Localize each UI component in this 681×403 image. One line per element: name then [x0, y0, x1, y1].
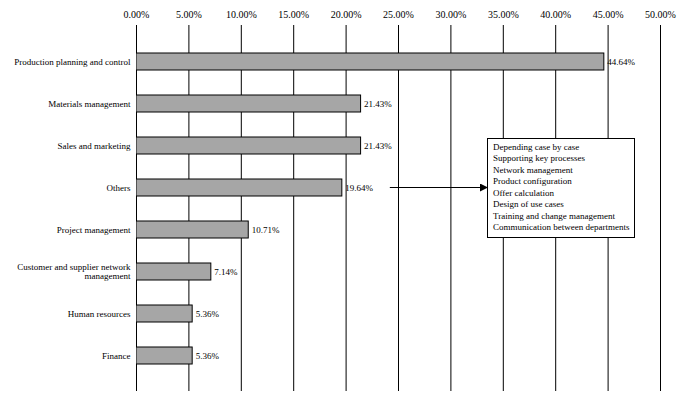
html-text:Communication between departme: Communication between departments	[493, 222, 630, 232]
html-text:Network management: Network management	[493, 164, 573, 175]
html-text:Product configuration: Product configuration	[493, 176, 572, 186]
svg-text:5.36%: 5.36%	[196, 309, 220, 319]
svg-text:35.00%: 35.00%	[488, 9, 519, 20]
html-text:Training and change management: Training and change management	[493, 210, 615, 221]
svg-text:Customer and supplier networkm: Customer and supplier networkmanagement	[17, 262, 131, 281]
svg-text:20.00%: 20.00%	[331, 9, 362, 20]
svg-text:45.00%: 45.00%	[593, 9, 624, 20]
svg-text:44.64%: 44.64%	[607, 57, 635, 67]
svg-text:10.71%: 10.71%	[252, 225, 280, 235]
html-text:Offer calculation: Offer calculation	[493, 187, 555, 198]
svg-text:Sales and marketing: Sales and marketing	[58, 141, 131, 151]
svg-text:25.00%: 25.00%	[383, 9, 414, 20]
svg-text:Materials management: Materials management	[48, 99, 131, 109]
svg-text:21.43%: 21.43%	[364, 141, 392, 151]
html-text:Design of use cases: Design of use cases	[493, 199, 564, 209]
svg-text:30.00%: 30.00%	[435, 9, 466, 20]
svg-text:Finance: Finance	[102, 351, 131, 361]
svg-text:19.64%: 19.64%	[345, 183, 373, 193]
html-text:Supporting key processes: Supporting key processes	[493, 153, 585, 163]
svg-text:5.36%: 5.36%	[196, 351, 220, 361]
svg-text:15.00%: 15.00%	[278, 9, 309, 20]
html-text:Depending case by case: Depending case by case	[493, 141, 580, 152]
svg-text:5.00%: 5.00%	[176, 9, 202, 20]
svg-text:Project management: Project management	[57, 225, 131, 235]
svg-text:0.00%: 0.00%	[124, 9, 150, 20]
svg-text:40.00%: 40.00%	[540, 9, 571, 20]
svg-text:7.14%: 7.14%	[214, 267, 238, 277]
svg-text:50.00%: 50.00%	[645, 9, 676, 20]
svg-text:Others: Others	[107, 183, 131, 193]
svg-text:10.00%: 10.00%	[226, 9, 257, 20]
svg-text:Human resources: Human resources	[68, 309, 131, 319]
svg-text:21.43%: 21.43%	[364, 99, 392, 109]
svg-text:Production planning and contro: Production planning and control	[14, 57, 131, 67]
